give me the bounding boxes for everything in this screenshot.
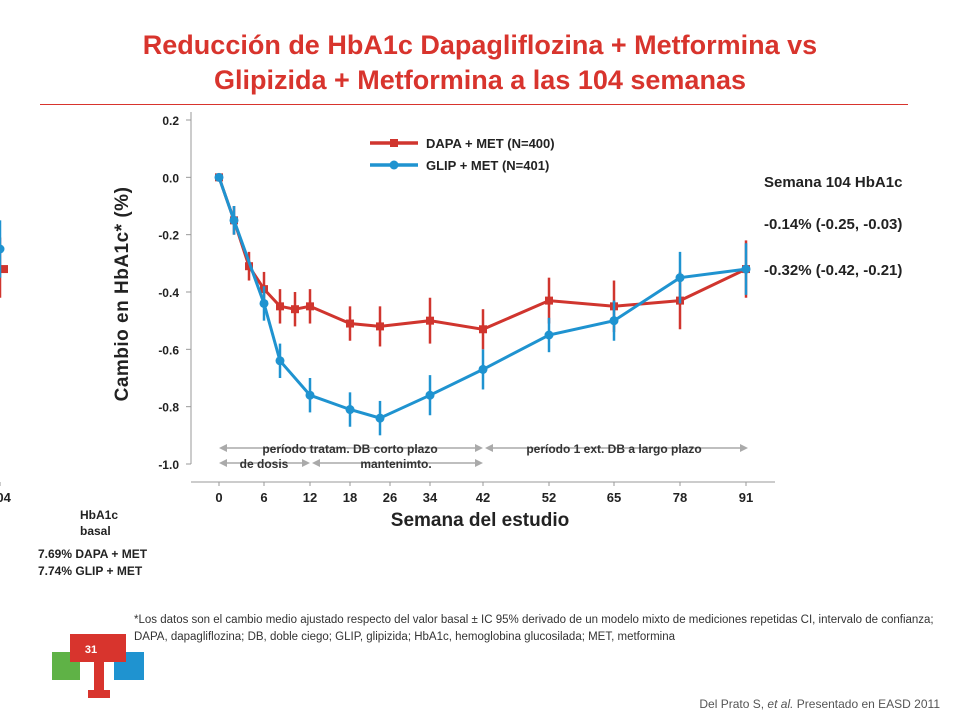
baseline-title-line-1: HbA1c (80, 508, 119, 522)
data-point-dapa (479, 325, 487, 334)
logo-red-stem (94, 660, 104, 694)
x-tick-label: 78 (673, 490, 687, 505)
y-tick-label: -0.6 (158, 343, 179, 357)
x-tick-label: 65 (607, 490, 621, 505)
y-tick-label: -1.0 (158, 458, 179, 472)
logo-red-block (70, 634, 126, 662)
citation-prefix: Del Prato S, (699, 697, 765, 711)
y-tick-label: 0.0 (162, 171, 179, 185)
x-tick-label: 91 (739, 490, 753, 505)
data-point-glip (741, 264, 751, 274)
maintenance-arrow-head-right (475, 459, 483, 467)
x-tick-label: 26 (383, 490, 397, 505)
data-point-glip (609, 316, 619, 326)
maintenance-label: mantenimto. (360, 457, 431, 471)
citation: Del Prato S, et al. Presentado en EASD 2… (699, 697, 940, 711)
x-tick-label: 0 (215, 490, 222, 505)
x-tick-label: 104 (0, 490, 12, 505)
data-point-glip (478, 364, 488, 374)
data-point-glip (0, 244, 5, 254)
dose-label: de dosis (240, 457, 289, 471)
page-number: 31 (84, 644, 98, 656)
data-point-dapa (545, 296, 553, 305)
x-tick-label: 52 (542, 490, 556, 505)
legend-label-dapa: DAPA + MET (N=400) (426, 136, 555, 151)
dose-arrow-head-left (219, 459, 227, 467)
period2-label: período 1 ext. DB a largo plazo (526, 442, 701, 456)
period2-arrow-head-left (485, 444, 493, 452)
dose-arrow-head-right (302, 459, 310, 467)
data-point-glip (259, 298, 269, 308)
data-point-glip (214, 172, 224, 182)
data-point-dapa (426, 316, 434, 325)
data-point-glip (675, 273, 685, 283)
y-tick-label: -0.2 (158, 229, 179, 243)
baseline-dapa: 7.69% DAPA + MET (38, 547, 148, 561)
citation-etal: et al. (767, 697, 794, 711)
x-tick-label: 34 (423, 490, 438, 505)
y-tick-label: -0.8 (158, 401, 179, 415)
data-point-dapa (346, 319, 354, 328)
logo-red-base (88, 690, 110, 698)
y-tick-label: -0.4 (158, 286, 179, 300)
data-point-dapa (276, 302, 284, 311)
maintenance-arrow-head-left (312, 459, 320, 467)
data-point-glip (375, 413, 385, 423)
baseline-title: HbA1c basal (80, 507, 140, 539)
data-point-glip (229, 215, 239, 225)
x-tick-label: 6 (260, 490, 267, 505)
data-point-dapa (376, 322, 384, 331)
data-point-glip (544, 330, 554, 340)
legend-marker-dapa (390, 139, 398, 147)
glip-week104-value: -0.14% (-0.25, -0.03) (764, 216, 902, 233)
y-tick-label: 0.2 (162, 114, 179, 128)
period1-arrow-head-left (219, 444, 227, 452)
data-point-dapa (306, 302, 314, 311)
data-point-dapa (291, 305, 299, 314)
slide-title: Reducción de HbA1c Dapagliflozina + Metf… (40, 28, 920, 98)
data-point-dapa (0, 265, 8, 274)
data-point-glip (345, 405, 355, 415)
footnote: *Los datos son el cambio medio ajustado … (134, 614, 934, 643)
x-tick-label: 18 (343, 490, 357, 505)
baseline-glip: 7.74% GLIP + MET (38, 564, 143, 578)
title-divider (40, 104, 908, 105)
week104-title: Semana 104 HbA1c (764, 174, 902, 191)
period1-label: período tratam. DB corto plazo (262, 442, 437, 456)
data-point-glip (275, 356, 285, 366)
title-line-2: Glipizida + Metformina a las 104 semanas (214, 65, 746, 95)
legend-label-glip: GLIP + MET (N=401) (426, 158, 549, 173)
title-line-1: Reducción de HbA1c Dapagliflozina + Metf… (142, 30, 818, 60)
x-tick-label: 12 (303, 490, 317, 505)
y-axis-label: Cambio en HbA1c* (%) (112, 186, 133, 402)
brand-logo (52, 634, 144, 698)
data-point-glip (305, 390, 315, 400)
citation-suffix: Presentado en EASD 2011 (796, 697, 940, 711)
x-axis-label: Semana del estudio (390, 510, 570, 531)
data-point-glip (425, 390, 435, 400)
period1-arrow-head-right (475, 444, 483, 452)
baseline-title-line-2: basal (80, 524, 111, 538)
period2-arrow-head-right (740, 444, 748, 452)
dapa-week104-value: -0.32% (-0.42, -0.21) (764, 262, 902, 279)
legend-marker-glip (389, 160, 399, 170)
x-tick-label: 42 (476, 490, 490, 505)
